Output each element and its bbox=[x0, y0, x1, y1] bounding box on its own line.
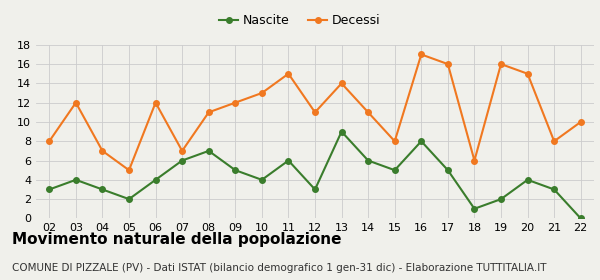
Text: COMUNE DI PIZZALE (PV) - Dati ISTAT (bilancio demografico 1 gen-31 dic) - Elabor: COMUNE DI PIZZALE (PV) - Dati ISTAT (bil… bbox=[12, 263, 547, 273]
Legend: Nascite, Decessi: Nascite, Decessi bbox=[214, 9, 386, 32]
Text: Movimento naturale della popolazione: Movimento naturale della popolazione bbox=[12, 232, 341, 248]
